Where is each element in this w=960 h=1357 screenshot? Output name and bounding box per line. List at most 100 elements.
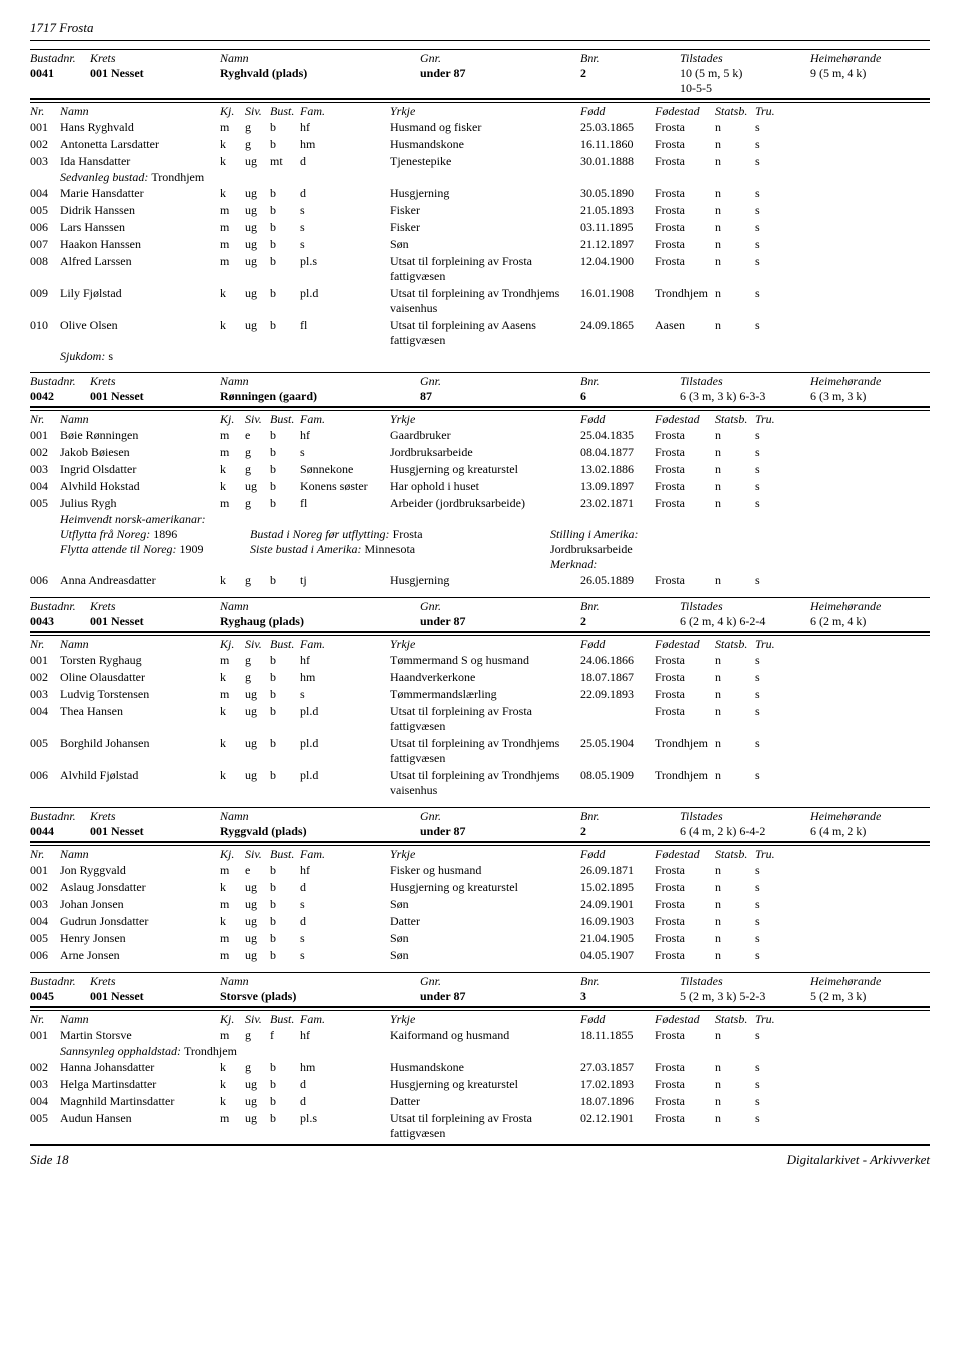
person-cell: 002	[30, 1060, 60, 1075]
person-cell: Frosta	[655, 462, 715, 477]
person-cell: Lily Fjølstad	[60, 286, 220, 316]
person-cell: Husmand og fisker	[390, 120, 580, 135]
person-cell: 18.07.1867	[580, 670, 655, 685]
person-cell: Frosta	[655, 1060, 715, 1075]
person-header-cell: Siv.	[245, 1012, 270, 1027]
person-cell: 003	[30, 462, 60, 477]
person-cell: n	[715, 120, 755, 135]
divider	[30, 98, 930, 100]
person-cell: Frosta	[655, 1028, 715, 1043]
person-cell: m	[220, 496, 245, 511]
person-cell: Frosta	[655, 704, 715, 734]
person-cell: s	[755, 897, 795, 912]
person-cell: 005	[30, 496, 60, 511]
person-cell: 002	[30, 445, 60, 460]
person-cell: s	[755, 462, 795, 477]
person-cell: 30.05.1890	[580, 186, 655, 201]
person-cell: s	[755, 948, 795, 963]
person-cell: Antonetta Larsdatter	[60, 137, 220, 152]
person-cell: b	[270, 220, 300, 235]
person-cell: hm	[300, 1060, 390, 1075]
person-header-cell: Tru.	[755, 104, 795, 119]
person-cell: 25.05.1904	[580, 736, 655, 766]
person-header-cell: Fødd	[580, 412, 655, 427]
person-row: 006Arne JonsenmugbsSøn04.05.1907Frostans	[30, 947, 930, 964]
person-header-cell: Bust.	[270, 412, 300, 427]
bustad-header-cell: Heimehørande	[810, 809, 930, 824]
person-cell: m	[220, 220, 245, 235]
person-cell: 16.11.1860	[580, 137, 655, 152]
person-cell: s	[755, 653, 795, 668]
person-cell: 003	[30, 1077, 60, 1092]
person-cell: ug	[245, 897, 270, 912]
person-header-cell: Kj.	[220, 1012, 245, 1027]
bustad-cell: under 87	[420, 824, 580, 839]
person-cell: Arbeider (jordbruksarbeide)	[390, 496, 580, 511]
person-cell: Frosta	[655, 1077, 715, 1092]
person-cell: Torsten Ryghaug	[60, 653, 220, 668]
person-cell: 18.11.1855	[580, 1028, 655, 1043]
person-header-cell: Fam.	[300, 847, 390, 862]
person-cell: Frosta	[655, 948, 715, 963]
person-cell: s	[300, 220, 390, 235]
person-cell: 006	[30, 220, 60, 235]
person-cell: b	[270, 1060, 300, 1075]
person-cell: b	[270, 286, 300, 316]
person-cell: b	[270, 653, 300, 668]
person-cell: s	[755, 736, 795, 766]
person-cell: Frosta	[655, 880, 715, 895]
person-cell: n	[715, 1111, 755, 1141]
person-cell: Aslaug Jonsdatter	[60, 880, 220, 895]
person-header-cell: Fødestad	[655, 1012, 715, 1027]
person-cell: b	[270, 496, 300, 511]
bustad-cell: 3	[580, 989, 680, 1004]
section: Bustadnr.KretsNamnGnr.Bnr.TilstadesHeime…	[30, 972, 930, 1142]
person-cell: 008	[30, 254, 60, 284]
person-cell: d	[300, 1077, 390, 1092]
section: Bustadnr.KretsNamnGnr.Bnr.TilstadesHeime…	[30, 807, 930, 964]
bustad-header-cell: Heimehørande	[810, 374, 930, 389]
person-cell: fl	[300, 496, 390, 511]
person-cell: Audun Hansen	[60, 1111, 220, 1141]
bustad-header-cell: Krets	[90, 374, 220, 389]
person-cell: Frosta	[655, 914, 715, 929]
bustad-header-cell: Bustadnr.	[30, 599, 90, 614]
person-header-cell: Siv.	[245, 847, 270, 862]
bustad-cell: 001 Nesset	[90, 989, 220, 1004]
bustad-cell: under 87	[420, 66, 580, 81]
person-cell: 006	[30, 768, 60, 798]
bustad-header-cell: Namn	[220, 599, 420, 614]
person-cell: hf	[300, 863, 390, 878]
person-cell: ug	[245, 914, 270, 929]
person-cell: ug	[245, 768, 270, 798]
person-cell: ug	[245, 687, 270, 702]
person-row: 002Antonetta LarsdatterkgbhmHusmandskone…	[30, 136, 930, 153]
bustad-cell: 0045	[30, 989, 90, 1004]
person-cell: 009	[30, 286, 60, 316]
person-cell: n	[715, 897, 755, 912]
bustad-header-cell: Heimehørande	[810, 599, 930, 614]
person-cell: Frosta	[655, 237, 715, 252]
person-cell: Frosta	[655, 254, 715, 284]
bustad-cell: Ryghaug (plads)	[220, 614, 420, 629]
person-cell: Fisker og husmand	[390, 863, 580, 878]
person-row: 004Gudrun JonsdatterkugbdDatter16.09.190…	[30, 913, 930, 930]
person-cell: pl.s	[300, 1111, 390, 1141]
person-cell: m	[220, 120, 245, 135]
person-row: 005Julius RyghmgbflArbeider (jordbruksar…	[30, 495, 930, 512]
person-cell: Husgjerning	[390, 186, 580, 201]
person-cell: Alvhild Fjølstad	[60, 768, 220, 798]
person-cell: m	[220, 931, 245, 946]
person-cell: Borghild Johansen	[60, 736, 220, 766]
person-cell: m	[220, 237, 245, 252]
person-cell: s	[755, 445, 795, 460]
person-cell: s	[755, 1060, 795, 1075]
divider	[30, 49, 930, 50]
person-row: 003Johan JonsenmugbsSøn24.09.1901Frostan…	[30, 896, 930, 913]
bustad-cell: 0041	[30, 66, 90, 81]
divider	[30, 1006, 930, 1008]
person-row: 001Jon RyggvaldmebhfFisker og husmand26.…	[30, 862, 930, 879]
person-cell: m	[220, 254, 245, 284]
person-cell: Sønnekone	[300, 462, 390, 477]
person-cell: 18.07.1896	[580, 1094, 655, 1109]
